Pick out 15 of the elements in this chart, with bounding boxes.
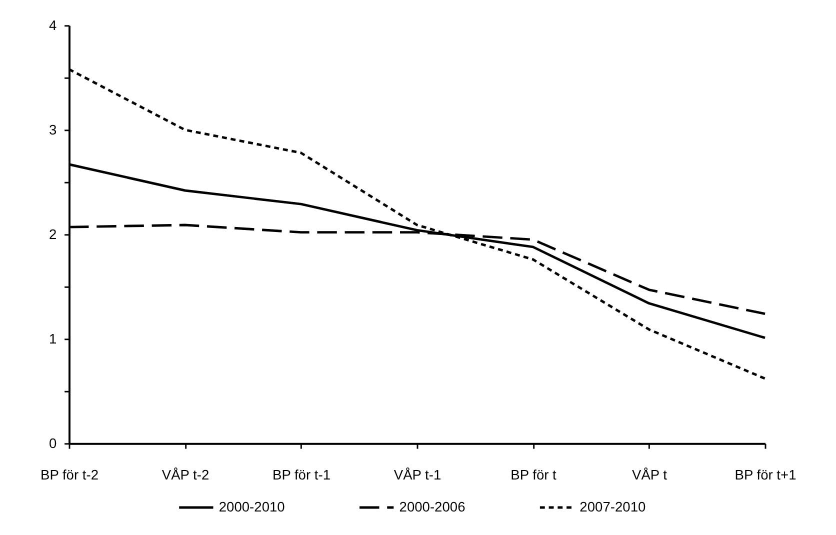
x-tick-label: VÅP t — [632, 466, 668, 482]
y-tick-label: 3 — [49, 122, 57, 138]
y-tick-label: 2 — [49, 226, 57, 242]
x-tick-label: BP för t+1 — [734, 467, 796, 482]
y-tick-label: 1 — [49, 331, 57, 346]
x-tick-label: VÅP t-1 — [394, 466, 442, 482]
y-tick-label: 4 — [49, 18, 57, 33]
x-tick-label: BP för t — [510, 467, 557, 482]
x-tick-label: BP för t-1 — [272, 467, 331, 482]
legend-label: 2007-2010 — [580, 499, 646, 514]
legend-label: 2000-2010 — [218, 499, 286, 514]
y-tick-label: 0 — [49, 436, 57, 451]
x-tick-label: BP för t-2 — [40, 467, 99, 482]
x-tick-label: VÅP t-2 — [162, 466, 210, 482]
legend-label: 2000-2006 — [399, 499, 466, 514]
